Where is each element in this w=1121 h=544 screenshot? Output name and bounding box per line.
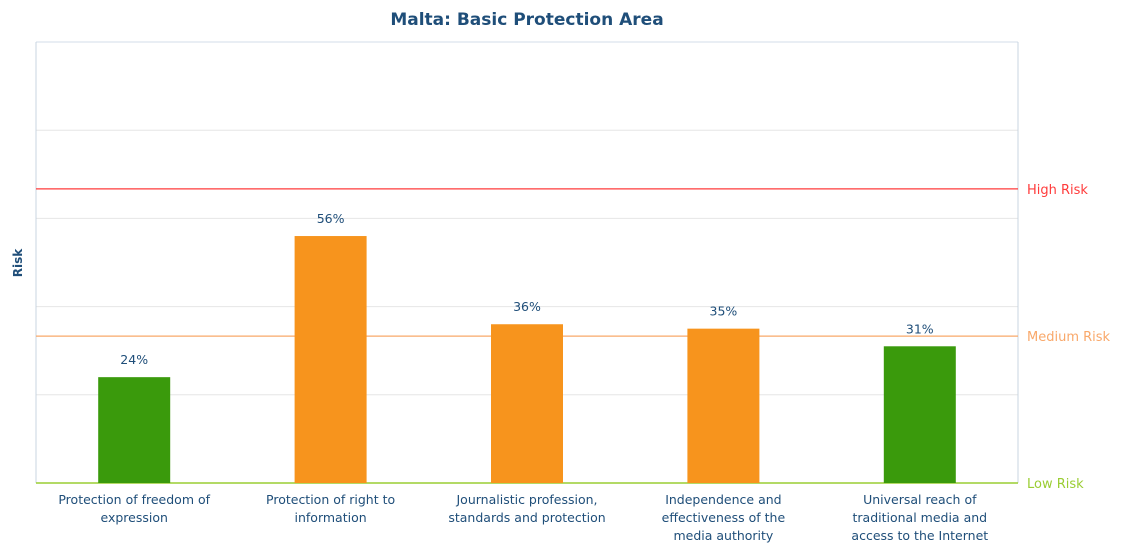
bar [883,346,956,483]
category-labels: Protection of freedom of expressionProtec… [58,492,988,543]
category-label-line: information [295,510,367,525]
value-label: 36% [513,299,541,314]
risk-label: Medium Risk [1027,330,1111,345]
category-label-line: Protection of freedom of [58,492,210,507]
category-label-line: standards and protection [448,510,605,525]
bars [98,236,956,483]
category-label-line: expression [100,510,167,525]
category-label-line: access to the Internet [851,528,988,543]
risk-label: Low Risk [1027,477,1084,492]
category-label-line: Universal reach of [863,492,977,507]
bar [98,377,171,483]
category-label-line: Protection of right to [266,492,395,507]
category-label-line: media authority [673,528,773,543]
category-label-line: effectiveness of the [662,510,786,525]
bar [687,328,760,483]
value-label: 24% [120,352,148,367]
category-label-line: traditional media and [853,510,988,525]
plot-frame [35,41,1019,483]
value-label: 31% [906,321,934,336]
value-label: 35% [710,304,738,319]
value-label: 56% [317,211,345,226]
chart-title: Malta: Basic Protection Area [390,10,663,30]
value-labels: 24% 56% 36% 35% 31% [120,211,934,367]
y-axis-label: Risk [11,248,25,277]
category-label-line: Journalistic profession, [455,492,597,507]
category-label: Protection of right to information [266,492,395,525]
category-label: Independence and effectiveness of the medi… [662,492,786,543]
category-label: Universal reach of traditional media and a… [851,492,988,543]
bar [491,324,563,483]
bar [294,236,367,483]
category-label-line: Independence and [665,492,781,507]
category-label: Protection of freedom of expression [58,492,210,525]
category-label: Journalistic profession, standards and pr… [448,492,605,525]
risk-label: High Risk [1027,183,1088,198]
